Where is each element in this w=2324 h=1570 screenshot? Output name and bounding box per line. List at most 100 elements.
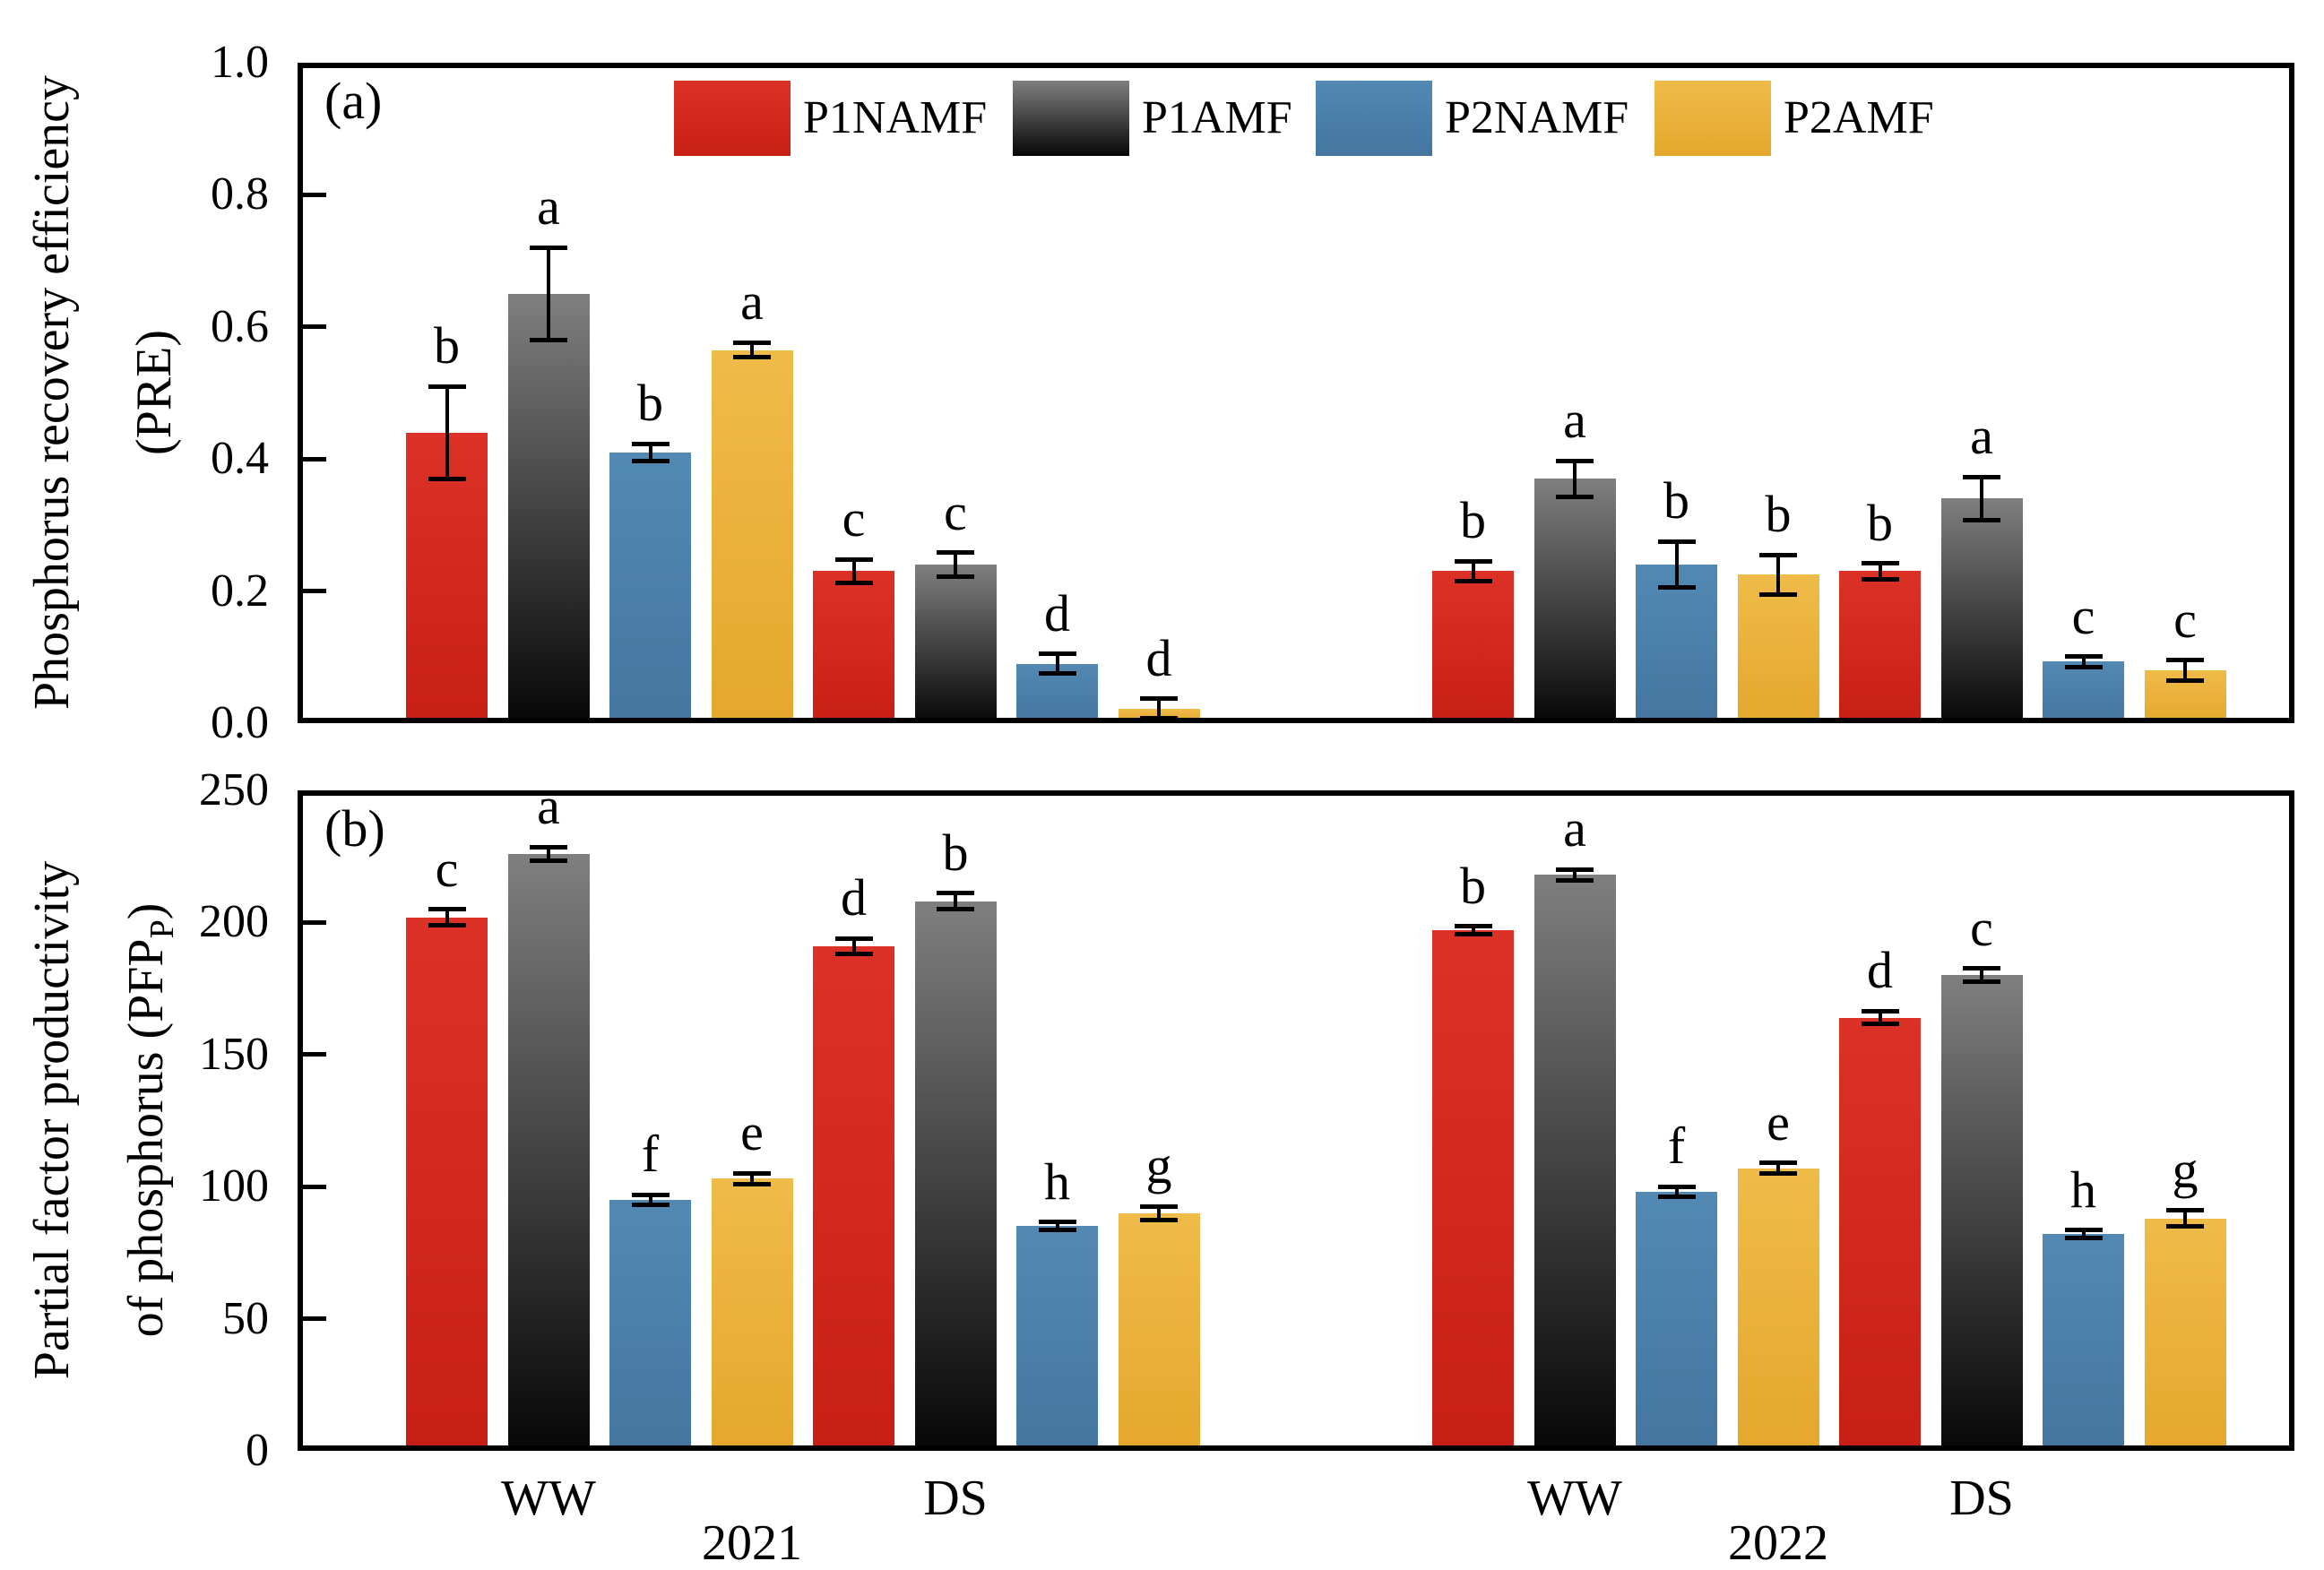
bar-p1amf-ds-2022 bbox=[1940, 498, 2023, 723]
bar-p1amf-ww-2021 bbox=[507, 853, 590, 1451]
error-bar-cap-top bbox=[937, 891, 974, 896]
bar-p2namf-ds-2021 bbox=[1016, 1226, 1098, 1451]
bar-p1namf-ww-2021 bbox=[406, 917, 488, 1451]
error-bar bbox=[1878, 1011, 1882, 1024]
error-bar-cap-top bbox=[530, 844, 567, 850]
error-bar bbox=[547, 247, 550, 341]
error-bar-cap-top bbox=[1038, 1220, 1076, 1225]
bar-p2namf-ww-2021 bbox=[609, 1199, 691, 1451]
significance-letter: b bbox=[1460, 856, 1486, 915]
y-tick bbox=[303, 919, 326, 925]
error-bar-cap-bottom bbox=[1556, 494, 1594, 499]
y-tick-label: 150 bbox=[199, 1028, 269, 1080]
significance-letter: b bbox=[1460, 491, 1486, 550]
error-bar-cap-top bbox=[1140, 1203, 1178, 1209]
error-bar bbox=[1674, 541, 1679, 588]
y-tick-label: 200 bbox=[199, 896, 269, 948]
error-bar-cap-bottom bbox=[1140, 1217, 1178, 1222]
y-tick-label: 1.0 bbox=[211, 37, 269, 88]
significance-letter: a bbox=[1563, 391, 1586, 450]
error-bar bbox=[445, 386, 449, 479]
error-bar-cap-bottom bbox=[2064, 1236, 2103, 1241]
bar-p2amf-ww-2022 bbox=[1737, 574, 1819, 723]
bar-p2namf-ds-2022 bbox=[2043, 661, 2124, 723]
error-bar bbox=[2081, 656, 2086, 668]
error-bar-cap-top bbox=[834, 556, 873, 562]
bar-p1namf-ds-2022 bbox=[1839, 1017, 1921, 1451]
error-bar bbox=[954, 893, 957, 910]
bar-p1namf-ww-2022 bbox=[1432, 930, 1514, 1451]
significance-letter: c bbox=[944, 482, 967, 541]
legend-swatch-p2namf bbox=[1316, 81, 1432, 156]
y-tick bbox=[303, 192, 326, 197]
bar-p1amf-ww-2022 bbox=[1533, 479, 1616, 723]
error-bar bbox=[851, 938, 856, 954]
x-condition-label: WW bbox=[501, 1471, 596, 1526]
error-bar-cap-bottom bbox=[1454, 579, 1492, 584]
error-bar-cap-top bbox=[937, 550, 974, 556]
panel-b-y-axis-title-line1: Partial factor productivity bbox=[24, 860, 80, 1380]
significance-letter: b bbox=[637, 374, 663, 433]
x-condition-label: DS bbox=[923, 1471, 988, 1526]
y-tick-label: 0.6 bbox=[211, 300, 269, 352]
significance-letter: e bbox=[740, 1103, 764, 1162]
error-bar-cap-bottom bbox=[1454, 932, 1492, 937]
error-bar-cap-bottom bbox=[1140, 716, 1178, 721]
error-bar bbox=[445, 909, 449, 926]
error-bar bbox=[2081, 1229, 2086, 1238]
significance-letter: d bbox=[1867, 941, 1893, 1000]
error-bar-cap-top bbox=[2064, 1228, 2103, 1233]
error-bar-cap-bottom bbox=[1963, 979, 2000, 985]
error-bar bbox=[1471, 561, 1475, 582]
error-bar-cap-bottom bbox=[1657, 585, 1696, 591]
error-bar-cap-top bbox=[2064, 654, 2103, 660]
error-bar-cap-bottom bbox=[2166, 1223, 2204, 1229]
y-tick-label: 0.4 bbox=[211, 433, 269, 485]
panel-a-y-axis-title-line1: Phosphorus recovery efficiency bbox=[24, 74, 80, 711]
significance-letter: b bbox=[434, 316, 460, 375]
y-axis-title-text: of phosphorus (PFP bbox=[117, 938, 174, 1338]
bar-p1namf-ds-2021 bbox=[813, 571, 894, 723]
error-bar-cap-top bbox=[1963, 966, 2000, 971]
panel-b-y-axis-title-line2: of phosphorus (PFPP) bbox=[117, 903, 189, 1338]
legend-label: P2NAMF bbox=[1445, 92, 1629, 143]
error-bar-cap-bottom bbox=[631, 458, 670, 463]
significance-letter: c bbox=[1970, 898, 1993, 957]
error-bar bbox=[1573, 461, 1577, 497]
y-tick-label: 250 bbox=[199, 764, 269, 815]
error-bar-cap-bottom bbox=[834, 952, 873, 957]
significance-letter: e bbox=[1767, 1092, 1790, 1152]
error-bar-cap-bottom bbox=[1861, 576, 1899, 582]
significance-letter: c bbox=[2173, 590, 2197, 649]
error-bar bbox=[1980, 968, 1983, 982]
error-bar-cap-bottom bbox=[428, 476, 466, 481]
error-bar-cap-bottom bbox=[1963, 518, 2000, 523]
error-bar bbox=[1674, 1186, 1679, 1197]
y-tick-label: 50 bbox=[222, 1292, 269, 1344]
error-bar bbox=[2183, 1210, 2187, 1227]
error-bar-cap-top bbox=[1759, 552, 1797, 557]
legend-swatch-p1amf bbox=[1013, 81, 1129, 156]
error-bar-cap-bottom bbox=[1759, 591, 1797, 597]
error-bar-cap-top bbox=[1038, 651, 1076, 657]
error-bar-cap-bottom bbox=[733, 1181, 771, 1186]
y-tick-label: 0.8 bbox=[211, 168, 269, 220]
bar-p1amf-ds-2021 bbox=[914, 901, 997, 1451]
x-year-label: 2022 bbox=[1728, 1515, 1828, 1570]
error-bar-cap-bottom bbox=[733, 355, 771, 360]
error-bar-cap-bottom bbox=[1657, 1195, 1696, 1200]
error-bar-cap-top bbox=[1963, 474, 2000, 479]
error-bar bbox=[2183, 660, 2187, 681]
error-bar-cap-top bbox=[1556, 458, 1594, 463]
significance-letter: d bbox=[1044, 583, 1070, 643]
error-bar-cap-bottom bbox=[530, 338, 567, 343]
x-condition-label: DS bbox=[1949, 1471, 2014, 1526]
error-bar-cap-top bbox=[834, 936, 873, 941]
error-bar-cap-bottom bbox=[1759, 1170, 1797, 1176]
error-bar-cap-top bbox=[1657, 1184, 1696, 1189]
error-bar bbox=[851, 559, 856, 583]
error-bar bbox=[1776, 555, 1780, 595]
y-tick bbox=[303, 324, 326, 330]
legend-label: P1AMF bbox=[1142, 92, 1292, 143]
y-tick bbox=[303, 1316, 326, 1322]
